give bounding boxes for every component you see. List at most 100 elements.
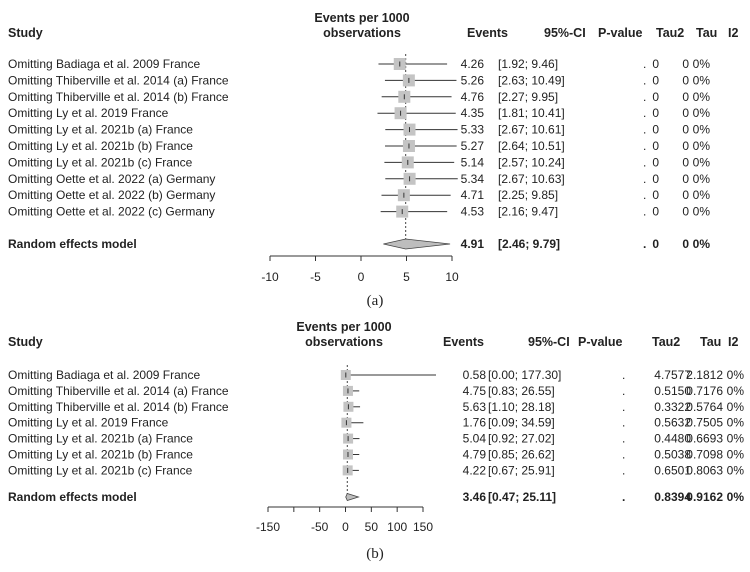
- a-tau2-value: 0: [652, 123, 659, 137]
- caption-b: (b): [366, 546, 384, 562]
- b-summary-events: 3.46: [463, 490, 487, 504]
- b-i2-value: 0%: [727, 400, 745, 414]
- b-tau-value: 0.7176: [686, 384, 723, 398]
- b-pvalue: .: [622, 368, 625, 382]
- a-tau-value: 0: [682, 57, 689, 71]
- a-ci-value: [2.16; 9.47]: [498, 205, 558, 219]
- a-summary-diamond: [383, 238, 451, 250]
- b-x-tick-label: 150: [413, 520, 433, 534]
- a-pvalue: .: [643, 73, 646, 87]
- a-tau-value: 0: [682, 139, 689, 153]
- b-tau2-value: 0.4480: [654, 432, 691, 446]
- b-study-label: Omitting Thiberville et al. 2014 (b) Fra…: [8, 400, 229, 414]
- caption-a: (a): [367, 293, 384, 309]
- b-tau2-value: 4.7577: [654, 368, 691, 382]
- a-pvalue: .: [643, 172, 646, 186]
- a-pvalue: .: [643, 155, 646, 169]
- b-header-observations: observations: [305, 335, 383, 349]
- a-events-value: 5.33: [461, 123, 485, 137]
- a-pvalue: .: [643, 57, 646, 71]
- b-study-label: Omitting Thiberville et al. 2014 (a) Fra…: [8, 384, 229, 398]
- b-study-label: Omitting Ly et al. 2019 France: [8, 416, 169, 430]
- b-summary-tau: 0.9162: [686, 490, 723, 504]
- b-tau-value: 0.7505: [686, 416, 723, 430]
- a-i2-value: 0%: [693, 205, 711, 219]
- a-summary-i2: 0%: [693, 237, 711, 251]
- b-ci-value: [1.10; 28.18]: [488, 400, 555, 414]
- a-header-tau2: Tau2: [656, 26, 684, 40]
- b-events-value: 1.76: [463, 416, 487, 430]
- a-header-i2: I2: [728, 26, 738, 40]
- forest-plot-a: Omitting Badiaga et al. 2009 France 4.26 […: [8, 54, 710, 284]
- a-x-tick-label: 5: [403, 270, 410, 284]
- b-tau-value: 0.7098: [686, 448, 723, 462]
- a-tau-value: 0: [682, 155, 689, 169]
- b-study-label: Omitting Badiaga et al. 2009 France: [8, 368, 200, 382]
- a-pvalue: .: [643, 205, 646, 219]
- a-pvalue: .: [643, 106, 646, 120]
- a-tau2-value: 0: [652, 155, 659, 169]
- b-study-label: Omitting Ly et al. 2021b (c) France: [8, 463, 193, 477]
- b-summary-i2: 0%: [727, 490, 745, 504]
- b-tau-value: 0.8063: [686, 463, 723, 477]
- b-ci-value: [0.83; 26.55]: [488, 384, 555, 398]
- a-pvalue: .: [643, 123, 646, 137]
- b-tau2-value: 0.5150: [654, 384, 691, 398]
- b-pvalue: .: [622, 416, 625, 430]
- b-ci-value: [0.67; 25.91]: [488, 463, 555, 477]
- a-i2-value: 0%: [693, 123, 711, 137]
- a-pvalue: .: [643, 139, 646, 153]
- b-pvalue: .: [622, 400, 625, 414]
- a-x-tick-label: 0: [358, 270, 365, 284]
- a-i2-value: 0%: [693, 73, 711, 87]
- b-summary-diamond: [345, 493, 360, 501]
- b-events-value: 4.22: [463, 463, 487, 477]
- b-study-label: Omitting Ly et al. 2021b (a) France: [8, 432, 193, 446]
- a-events-value: 4.76: [461, 90, 485, 104]
- b-header-events: Events: [443, 335, 484, 349]
- a-summary-label: Random effects model: [8, 237, 137, 251]
- a-events-value: 5.26: [461, 73, 485, 87]
- a-events-value: 4.53: [461, 205, 485, 219]
- b-events-value: 5.04: [463, 432, 487, 446]
- a-i2-value: 0%: [693, 188, 711, 202]
- a-study-label: Omitting Thiberville et al. 2014 (b) Fra…: [8, 90, 229, 104]
- a-ci-value: [2.67; 10.63]: [498, 172, 565, 186]
- a-header-ci: 95%-CI: [544, 26, 586, 40]
- a-tau-value: 0: [682, 90, 689, 104]
- a-events-value: 5.34: [461, 172, 485, 186]
- a-header-events-per-1000: Events per 1000: [314, 11, 409, 25]
- b-tau2-value: 0.6501: [654, 463, 691, 477]
- a-summary-tau: 0: [682, 237, 689, 251]
- a-tau-value: 0: [682, 172, 689, 186]
- a-ci-value: [2.27; 9.95]: [498, 90, 558, 104]
- b-events-value: 5.63: [463, 400, 487, 414]
- b-header-events-per-1000: Events per 1000: [296, 320, 391, 334]
- a-study-label: Omitting Ly et al. 2021b (a) France: [8, 123, 193, 137]
- b-i2-value: 0%: [727, 416, 745, 430]
- a-header-events: Events: [467, 26, 508, 40]
- b-summary-ci: [0.47; 25.11]: [488, 490, 556, 504]
- a-x-tick-label: 10: [445, 270, 459, 284]
- a-ci-value: [1.92; 9.46]: [498, 57, 558, 71]
- a-tau-value: 0: [682, 188, 689, 202]
- forest-plot-b: Omitting Badiaga et al. 2009 France 0.58[…: [8, 365, 744, 534]
- b-ci-value: [0.00; 177.30]: [488, 368, 561, 382]
- b-header-pvalue: P-value: [578, 335, 623, 349]
- b-ci-value: [0.09; 34.59]: [488, 416, 555, 430]
- b-header-i2: I2: [728, 335, 738, 349]
- a-tau-value: 0: [682, 73, 689, 87]
- b-summary-label: Random effects model: [8, 490, 137, 504]
- b-i2-value: 0%: [727, 384, 745, 398]
- b-events-value: 4.79: [463, 448, 487, 462]
- a-study-label: Omitting Oette et al. 2022 (b) Germany: [8, 188, 215, 202]
- a-study-label: Omitting Oette et al. 2022 (c) Germany: [8, 205, 215, 219]
- a-tau2-value: 0: [652, 205, 659, 219]
- a-i2-value: 0%: [693, 172, 711, 186]
- b-x-tick-label: 0: [342, 520, 349, 534]
- a-i2-value: 0%: [693, 57, 711, 71]
- b-events-value: 4.75: [463, 384, 487, 398]
- a-x-tick-label: -10: [261, 270, 279, 284]
- a-pvalue: .: [643, 90, 646, 104]
